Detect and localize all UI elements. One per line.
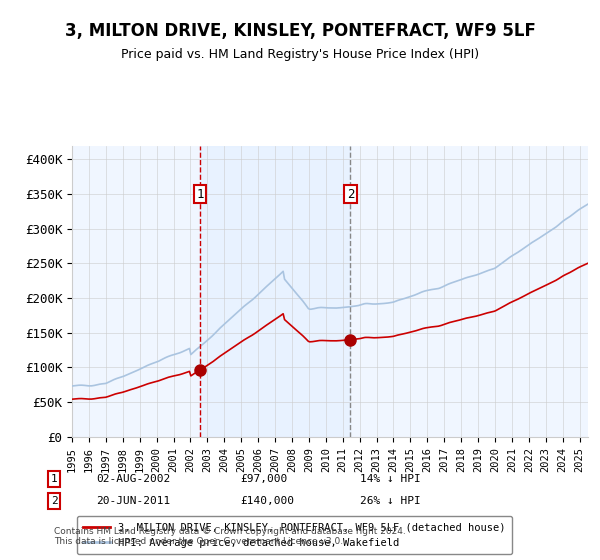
Text: 1: 1 bbox=[196, 188, 204, 200]
Text: Price paid vs. HM Land Registry's House Price Index (HPI): Price paid vs. HM Land Registry's House … bbox=[121, 48, 479, 60]
Text: 1: 1 bbox=[50, 474, 58, 484]
Text: 26% ↓ HPI: 26% ↓ HPI bbox=[360, 496, 421, 506]
Text: 14% ↓ HPI: 14% ↓ HPI bbox=[360, 474, 421, 484]
Text: Contains HM Land Registry data © Crown copyright and database right 2024.
This d: Contains HM Land Registry data © Crown c… bbox=[54, 526, 406, 546]
Text: 02-AUG-2002: 02-AUG-2002 bbox=[96, 474, 170, 484]
Text: 3, MILTON DRIVE, KINSLEY, PONTEFRACT, WF9 5LF: 3, MILTON DRIVE, KINSLEY, PONTEFRACT, WF… bbox=[65, 22, 535, 40]
Text: £97,000: £97,000 bbox=[240, 474, 287, 484]
Text: 2: 2 bbox=[347, 188, 354, 200]
Text: 2: 2 bbox=[50, 496, 58, 506]
Text: 20-JUN-2011: 20-JUN-2011 bbox=[96, 496, 170, 506]
Legend: 3, MILTON DRIVE, KINSLEY, PONTEFRACT, WF9 5LF (detached house), HPI: Average pri: 3, MILTON DRIVE, KINSLEY, PONTEFRACT, WF… bbox=[77, 516, 512, 554]
Bar bbox=[200, 146, 350, 437]
Text: £140,000: £140,000 bbox=[240, 496, 294, 506]
